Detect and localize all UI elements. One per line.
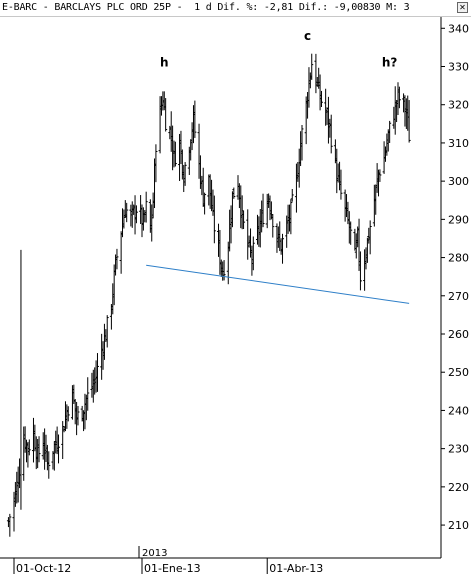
ohlc-bar bbox=[76, 406, 80, 426]
y-tick-label: 280 bbox=[448, 252, 469, 265]
ohlc-bar bbox=[246, 209, 250, 260]
ohlc-bar bbox=[125, 202, 129, 223]
annotation-label: c bbox=[304, 29, 311, 43]
y-tick-label: 230 bbox=[448, 443, 469, 456]
y-tick-label: 300 bbox=[448, 175, 469, 188]
ohlc-bar bbox=[95, 353, 99, 392]
trendline bbox=[146, 264, 410, 304]
annotation-label: h bbox=[160, 56, 169, 70]
ohlc-bar bbox=[193, 100, 197, 138]
y-ticks: 210 220 230 240 250 260 270 280 290 300 310 320 330 3… bbox=[441, 22, 469, 532]
ohlc-bar bbox=[8, 513, 12, 537]
ohlc-bar bbox=[119, 231, 123, 274]
year-marker-label: 2013 bbox=[142, 548, 167, 559]
y-tick-label: 320 bbox=[448, 99, 469, 112]
ohlc-bar bbox=[242, 210, 246, 230]
ohlc-bar bbox=[173, 141, 177, 167]
ohlc-bar bbox=[358, 251, 362, 291]
y-tick-label: 260 bbox=[448, 328, 469, 341]
y-tick-label: 240 bbox=[448, 404, 469, 417]
x-tick-label: 01-Ene-13 bbox=[144, 562, 201, 575]
x-tick-label: 01-Oct-12 bbox=[16, 562, 71, 575]
x-ticks: 01-Oct-12 01-Ene-13 01-Abr-13 2013 bbox=[13, 546, 323, 575]
ohlc-bar bbox=[203, 192, 207, 215]
x-tick-label: 01-Abr-13 bbox=[269, 562, 323, 575]
y-tick-label: 270 bbox=[448, 290, 469, 303]
ohlc-bar bbox=[314, 53, 318, 94]
ohlc-bar bbox=[154, 144, 158, 183]
ohlc-bar bbox=[368, 220, 372, 255]
window-title: E-BARC - BARCLAYS PLC ORD 25P - 1 d Dif.… bbox=[2, 2, 410, 13]
price-chart: h c h? 210 220 230 240 250 260 270 280 290 300 310 32… bbox=[0, 17, 469, 575]
ohlc-bar bbox=[57, 434, 61, 464]
ohlc-bar bbox=[281, 233, 285, 264]
close-icon[interactable]: ✕ bbox=[457, 2, 468, 13]
ohlc-bar bbox=[27, 439, 31, 456]
ohlc-bar bbox=[47, 451, 51, 479]
ohlc-bar bbox=[349, 221, 353, 245]
ohlc-bar bbox=[300, 124, 304, 161]
ohlc-bar bbox=[115, 248, 119, 270]
ohlc-bar bbox=[289, 199, 293, 235]
ohlc-bar bbox=[66, 406, 70, 422]
y-tick-label: 250 bbox=[448, 366, 469, 379]
ohlc-bar bbox=[105, 315, 109, 348]
y-tick-label: 220 bbox=[448, 481, 469, 494]
annotation-label: h? bbox=[382, 56, 398, 70]
title-bar: E-BARC - BARCLAYS PLC ORD 25P - 1 d Dif.… bbox=[0, 0, 471, 17]
ohlc-bar bbox=[144, 191, 148, 223]
y-tick-label: 310 bbox=[448, 137, 469, 150]
ohlc-bar bbox=[232, 187, 236, 199]
ohlc-bar bbox=[134, 205, 138, 224]
pattern-annotations: h c h? bbox=[160, 29, 397, 70]
ohlc-bar bbox=[290, 188, 294, 202]
y-tick-label: 340 bbox=[448, 22, 469, 35]
ohlc-bar bbox=[261, 193, 265, 228]
ohlc-bar bbox=[212, 195, 216, 244]
ohlc-bar bbox=[164, 98, 168, 132]
ohlc-bar bbox=[251, 236, 255, 271]
ohlc-bar bbox=[388, 120, 392, 143]
ohlc-bars bbox=[6, 53, 411, 537]
ohlc-bar bbox=[37, 436, 41, 463]
ohlc-bar bbox=[329, 114, 333, 154]
ohlc-bar bbox=[310, 53, 314, 80]
y-tick-label: 330 bbox=[448, 61, 469, 74]
ohlc-bar bbox=[183, 162, 187, 186]
ohlc-bar bbox=[86, 377, 90, 411]
y-tick-label: 210 bbox=[448, 519, 469, 532]
ohlc-bar bbox=[378, 169, 382, 182]
ohlc-bar bbox=[407, 100, 411, 143]
ohlc-bar bbox=[339, 169, 343, 200]
ohlc-bar bbox=[271, 214, 275, 238]
ohlc-bar bbox=[397, 86, 401, 109]
ohlc-bar bbox=[319, 90, 323, 107]
y-tick-label: 290 bbox=[448, 213, 469, 226]
